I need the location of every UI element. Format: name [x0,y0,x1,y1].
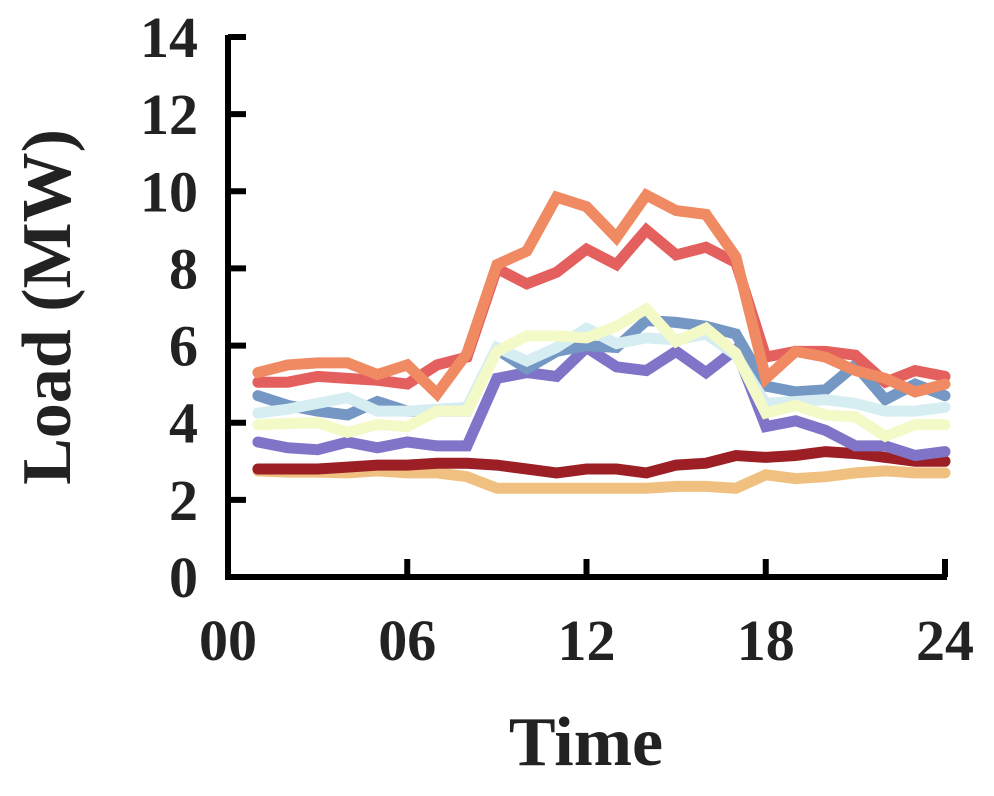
x-tick-label: 06 [378,608,436,673]
y-tick-label: 10 [140,159,198,224]
y-ticks: 0 2 4 6 8 10 12 14 [140,5,246,610]
y-tick-label: 2 [169,468,198,533]
x-tick-label: 12 [558,608,616,673]
x-tick-label: 00 [199,608,257,673]
line-series-7 [252,222,951,390]
x-tick-label: 24 [916,608,974,673]
line-series-6 [252,301,951,443]
series-lines [252,188,951,494]
axes [225,35,947,580]
x-ticks: 00 06 12 18 24 [199,559,974,673]
line-series-3 [252,340,951,462]
y-tick-label: 14 [140,5,198,70]
y-axis-label: Load (MW) [9,129,86,485]
y-tick-label: 6 [169,314,198,379]
y-tick-label: 12 [140,82,198,147]
line-series-8 [252,188,951,403]
line-series-1 [252,465,951,494]
y-tick-label: 0 [169,545,198,610]
x-tick-label: 18 [737,608,795,673]
y-tick-label: 4 [169,391,198,456]
y-tick-label: 8 [169,236,198,301]
line-series-2 [252,446,951,479]
x-axis-label: Time [509,704,663,781]
